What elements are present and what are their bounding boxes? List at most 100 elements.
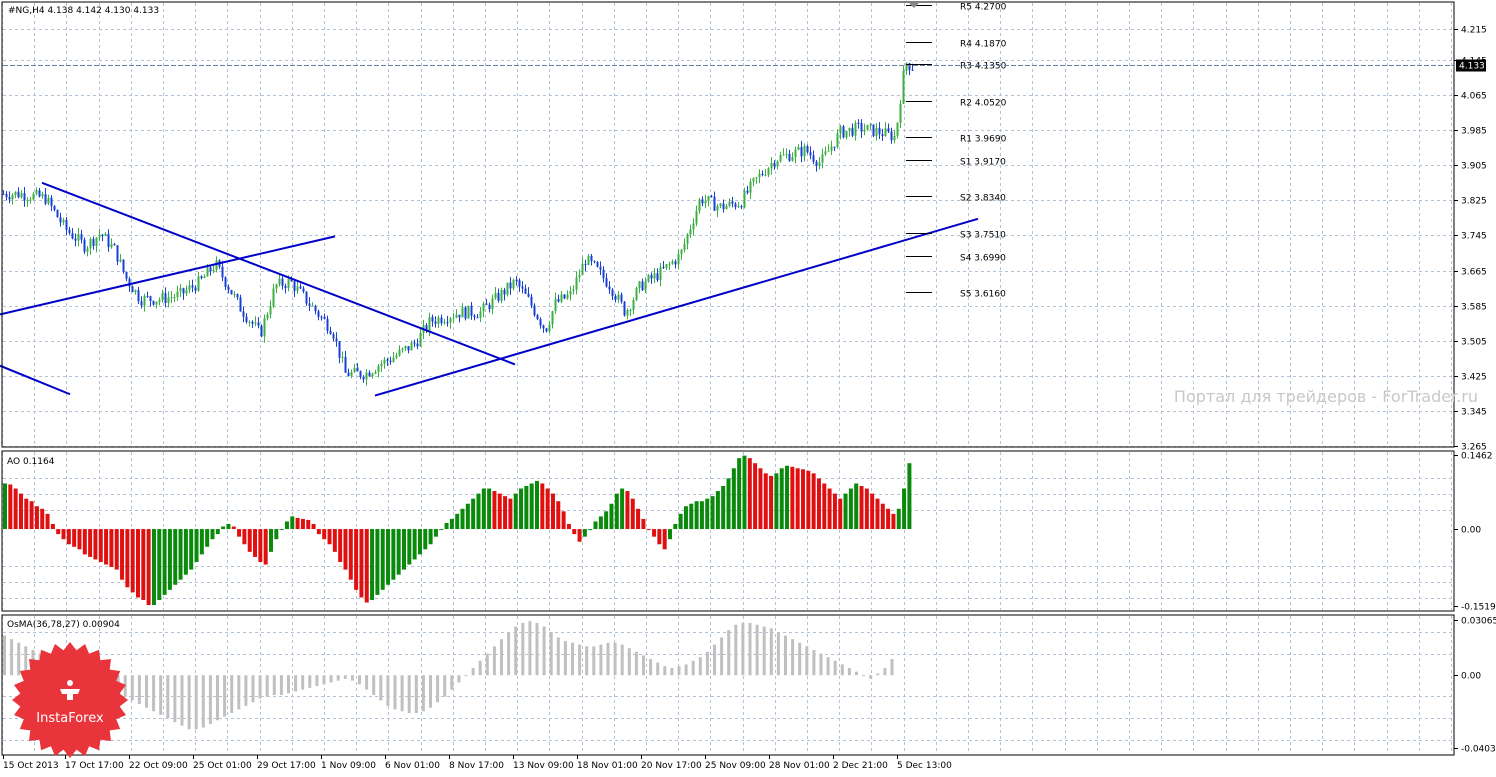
ao-bar: [45, 513, 50, 530]
instaforex-logo: InstaForex: [12, 642, 128, 758]
candle-body: [521, 286, 524, 289]
ao-bar: [130, 529, 135, 593]
candle-body: [503, 289, 506, 295]
candle-body: [806, 145, 809, 153]
ao-bar: [758, 468, 763, 530]
y-tick-label: 4.215: [1461, 26, 1487, 36]
osma-bar: [869, 675, 873, 679]
candle-body: [254, 322, 257, 324]
pivot-label: S4 3.6990: [960, 254, 1006, 264]
candle-body: [59, 217, 62, 223]
candle-body: [632, 300, 635, 310]
ao-bar: [524, 486, 529, 530]
candle-body: [569, 290, 572, 295]
candle-body: [803, 145, 806, 157]
osma-bar: [358, 675, 361, 685]
osma-bar: [492, 646, 496, 676]
ao-bar: [497, 493, 502, 530]
candle-body: [710, 196, 713, 198]
candle-body: [224, 277, 227, 287]
osma-bar: [691, 660, 695, 676]
ao-bar: [402, 529, 406, 570]
osma-bar: [308, 675, 312, 688]
ao-bar: [572, 529, 577, 535]
x-tick-label: 13 Nov 09:00: [513, 761, 574, 771]
pivot-label: R2 4.0520: [960, 99, 1007, 109]
candle-body: [911, 69, 914, 71]
osma-bar: [556, 637, 560, 676]
y-tick-label: 3.425: [1461, 373, 1487, 383]
candle-body: [110, 244, 113, 248]
osma-bar: [855, 671, 858, 676]
candle-body: [560, 294, 563, 302]
ao-bar: [120, 529, 125, 580]
ao-bar: [801, 469, 805, 530]
osma-bar: [350, 675, 354, 681]
candle-body: [212, 269, 215, 272]
ao-bar: [896, 508, 901, 530]
candle-body: [416, 343, 419, 347]
candle-body: [650, 275, 653, 279]
candle-body: [704, 200, 707, 204]
candle-body: [44, 194, 47, 204]
candle-body: [860, 123, 863, 132]
candle-body: [182, 288, 185, 294]
candle-body: [596, 261, 599, 267]
ao-label: AO 0.1164: [7, 457, 55, 467]
candle-body: [614, 295, 617, 300]
candle-body: [431, 317, 434, 322]
candle-body: [770, 162, 773, 169]
osma-bar: [421, 675, 425, 712]
ao-bar: [508, 498, 513, 530]
osma-bar: [876, 673, 880, 676]
ao-bar: [221, 526, 226, 530]
osma-bar: [379, 675, 383, 701]
ao-bar: [279, 529, 284, 531]
candle-body: [842, 126, 845, 138]
candle-body: [308, 303, 311, 306]
candle-body: [872, 124, 875, 137]
candle-body: [584, 263, 587, 265]
candle-body: [644, 281, 647, 291]
osma-bar: [386, 675, 390, 706]
ao-bar: [460, 508, 465, 530]
candle-body: [50, 197, 53, 207]
candle-body: [266, 314, 269, 319]
candle-body: [590, 255, 593, 262]
candle-body: [740, 206, 743, 208]
candle-body: [56, 209, 59, 218]
ao-bar: [61, 529, 66, 540]
ao-bar: [859, 486, 864, 530]
ao-bar: [178, 529, 183, 580]
ao-bar: [290, 516, 295, 530]
ao-bar: [689, 503, 694, 530]
osma-bar: [514, 626, 518, 676]
candle-body: [434, 321, 437, 324]
candle-body: [263, 318, 266, 337]
osma-bar: [883, 668, 887, 676]
candle-body: [602, 269, 605, 279]
candle-body: [401, 348, 404, 350]
osma-bar: [223, 675, 227, 717]
ao-bar: [604, 511, 609, 530]
candle-body: [98, 234, 101, 238]
y-tick-label: 3.585: [1461, 303, 1487, 313]
x-tick-label: 6 Nov 01:00: [385, 761, 440, 771]
candle-body: [302, 288, 305, 292]
ao-bar: [8, 484, 13, 530]
ao-bar: [535, 480, 539, 530]
candle-body: [317, 311, 320, 317]
candle-body: [572, 289, 575, 291]
ao-bar: [854, 483, 859, 530]
osma-bar: [237, 675, 241, 710]
ao-bar: [274, 529, 279, 540]
candle-body: [476, 317, 479, 319]
candle-body: [242, 311, 245, 317]
candle-body: [239, 297, 242, 312]
osma-bar: [521, 622, 525, 676]
candle-body: [227, 286, 230, 291]
ao-bar: [902, 488, 907, 530]
ao-bar: [215, 529, 220, 535]
ao-bar: [247, 529, 252, 552]
ao-bar: [588, 529, 593, 531]
